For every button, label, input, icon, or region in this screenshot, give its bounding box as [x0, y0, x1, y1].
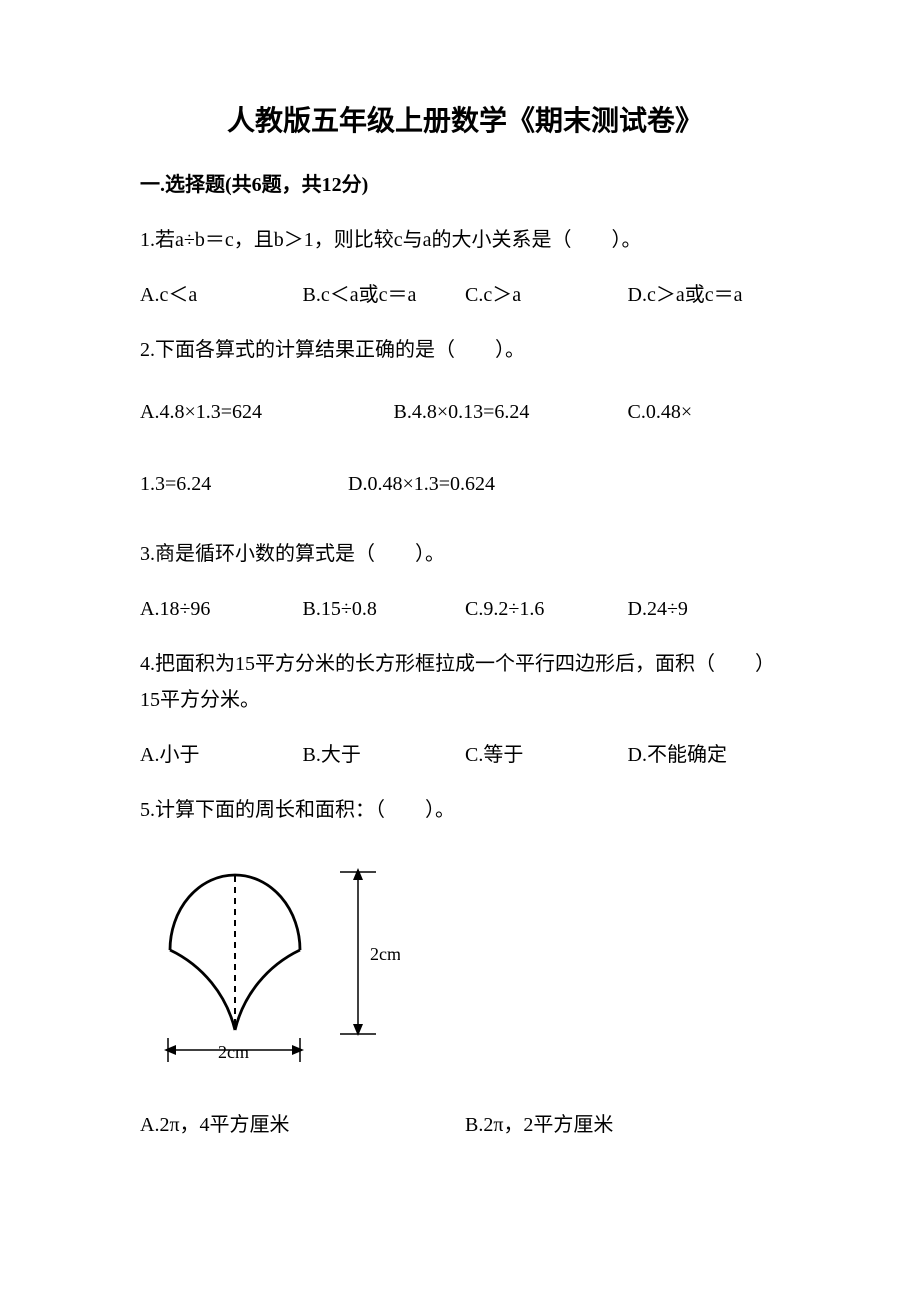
q4-opt-d: D.不能确定 — [628, 740, 791, 770]
width-label: 2cm — [218, 1042, 249, 1062]
q3-options: A.18÷96 B.15÷0.8 C.9.2÷1.6 D.24÷9 — [140, 594, 790, 624]
q2-cont: 1.3=6.24 — [140, 462, 348, 506]
q2-opt-d: D.0.48×1.3=0.624 — [348, 462, 790, 506]
q3-opt-b: B.15÷0.8 — [303, 594, 466, 624]
q5-options: A.2π，4平方厘米 B.2π，2平方厘米 — [140, 1110, 790, 1140]
q3-opt-c: C.9.2÷1.6 — [465, 594, 628, 624]
q2-opt-c: C.0.48× — [628, 390, 791, 434]
q5-text: 5.计算下面的周长和面积：（ ）。 — [140, 792, 790, 828]
q4-text: 4.把面积为15平方分米的长方形框拉成一个平行四边形后，面积（ ）15平方分米。 — [140, 646, 790, 718]
q3-text: 3.商是循环小数的算式是（ ）。 — [140, 536, 790, 572]
q2-opt-a: A.4.8×1.3=624 — [140, 390, 394, 434]
q2-text: 2.下面各算式的计算结果正确的是（ ）。 — [140, 332, 790, 368]
q2-opt-b: B.4.8×0.13=6.24 — [394, 390, 628, 434]
q5-opt-a: A.2π，4平方厘米 — [140, 1110, 465, 1140]
q1-opt-a: A.c＜a — [140, 280, 303, 310]
q4-opt-b: B.大于 — [303, 740, 466, 770]
q2-block: A.4.8×1.3=624 B.4.8×0.13=6.24 C.0.48× 1.… — [140, 390, 790, 506]
q5-figure: 2cm 2cm — [140, 850, 790, 1075]
q5-opt-b: B.2π，2平方厘米 — [465, 1110, 790, 1140]
q4-opt-c: C.等于 — [465, 740, 628, 770]
page-title: 人教版五年级上册数学《期末测试卷》 — [140, 100, 790, 142]
q1-opt-b: B.c＜a或c＝a — [303, 280, 466, 310]
q3-opt-d: D.24÷9 — [628, 594, 791, 624]
q1-options: A.c＜a B.c＜a或c＝a C.c＞a D.c＞a或c＝a — [140, 280, 790, 310]
q4-options: A.小于 B.大于 C.等于 D.不能确定 — [140, 740, 790, 770]
height-label: 2cm — [370, 944, 400, 964]
q3-opt-a: A.18÷96 — [140, 594, 303, 624]
q4-opt-a: A.小于 — [140, 740, 303, 770]
q1-opt-c: C.c＞a — [465, 280, 628, 310]
q1-opt-d: D.c＞a或c＝a — [628, 280, 791, 310]
q1-text: 1.若a÷b＝c，且b＞1，则比较c与a的大小关系是（ ）。 — [140, 222, 790, 258]
section-heading: 一.选择题(共6题，共12分) — [140, 170, 790, 200]
geometry-figure-icon: 2cm 2cm — [140, 850, 400, 1075]
